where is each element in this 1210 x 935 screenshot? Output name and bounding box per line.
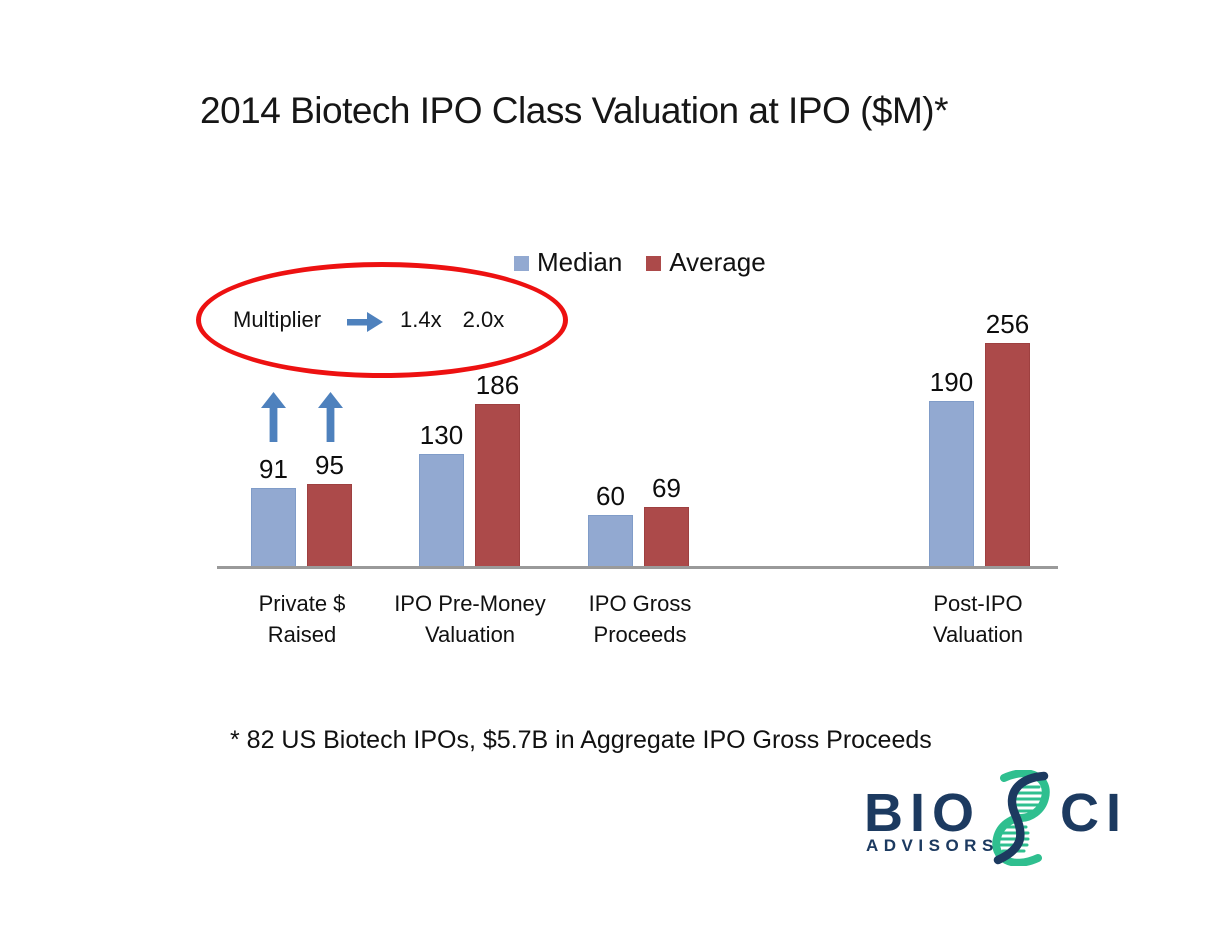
- bar-median-1: [419, 454, 464, 568]
- median-color-swatch: [514, 256, 529, 271]
- bar-value-median-3: 190: [929, 367, 974, 397]
- logo-text-ci: CI: [1060, 783, 1128, 843]
- bar-average-1: [475, 404, 520, 568]
- bar-average-2: [644, 507, 689, 568]
- bar-value-average-0: 95: [315, 450, 344, 480]
- legend-item-median: Median: [514, 247, 622, 278]
- multiplier-label: Multiplier: [233, 307, 322, 332]
- right-arrow-icon: [347, 311, 384, 332]
- logo-text-advisors: ADVISORS: [866, 836, 999, 855]
- up-arrow-icon-average: [318, 392, 343, 442]
- average-multiplier-value: 2.0x: [462, 307, 505, 332]
- multiplier-annotation: Multiplier 1.4x 2.0x: [233, 306, 504, 334]
- category-label-1: IPO Pre-Money Valuation: [394, 591, 546, 647]
- logo-text-bio: BIO: [864, 783, 982, 843]
- up-arrow-icon-median: [261, 392, 286, 442]
- bar-median-2: [588, 515, 633, 568]
- chart-legend: Median Average: [514, 247, 766, 278]
- median-multiplier-value: 1.4x: [400, 307, 442, 332]
- bar-value-average-1: 186: [475, 370, 520, 400]
- bar-value-average-2: 69: [652, 473, 681, 503]
- bar-value-median-1: 130: [419, 420, 464, 450]
- chart-title: 2014 Biotech IPO Class Valuation at IPO …: [200, 90, 949, 131]
- bar-average-0: [307, 484, 352, 568]
- footnote: * 82 US Biotech IPOs, $5.7B in Aggregate…: [230, 726, 932, 754]
- bar-median-0: [251, 488, 296, 568]
- bar-value-median-0: 91: [259, 454, 288, 484]
- legend-label-median: Median: [537, 247, 623, 277]
- dna-helix-icon: [992, 770, 1050, 866]
- legend-label-average: Average: [669, 247, 766, 277]
- biosci-logo: BIO CI ADVISORS: [862, 770, 1142, 870]
- x-axis-line: [217, 566, 1058, 569]
- bar-value-average-3: 256: [985, 309, 1030, 339]
- legend-item-average: Average: [646, 247, 766, 278]
- category-label-3: Post-IPO Valuation: [932, 591, 1024, 647]
- average-color-swatch: [646, 256, 662, 271]
- bar-median-3: [929, 401, 974, 568]
- category-label-0: Private $ Raised: [258, 591, 346, 647]
- bar-value-median-2: 60: [596, 481, 625, 511]
- multiplier-ellipse-annotation: [196, 262, 568, 378]
- category-label-2: IPO Gross Proceeds: [588, 591, 692, 647]
- bar-average-3: [985, 343, 1030, 568]
